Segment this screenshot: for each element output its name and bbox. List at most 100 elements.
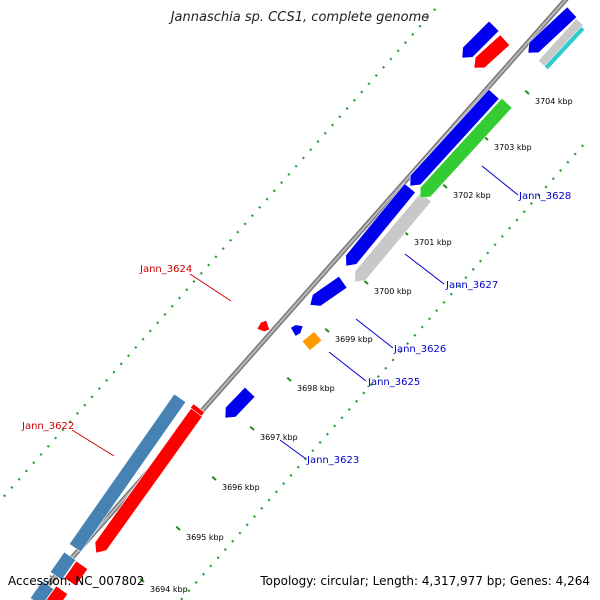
tick-mark-outer-row — [331, 123, 335, 127]
tick-mark-inner-row — [420, 325, 424, 329]
tick-mark-outer-row — [17, 477, 21, 481]
tick-mark-inner-row — [355, 399, 359, 403]
tick-mark-inner-row — [194, 580, 198, 584]
gene-feature-blue — [309, 275, 348, 307]
tick-mark-inner-row — [573, 152, 577, 156]
tick-mark-inner-row — [311, 449, 315, 453]
backbone — [31, 0, 569, 600]
tick-mark-inner-row — [449, 292, 453, 296]
tick-mark-inner-row — [486, 251, 490, 255]
tick-mark-inner-row — [581, 144, 584, 148]
tick-mark-inner-row — [471, 267, 475, 271]
tick-mark-inner-row — [493, 243, 497, 247]
gene-label: Jann_3622 — [21, 421, 74, 432]
gene-feature-red — [473, 34, 511, 69]
tick-mark-outer-row — [3, 494, 7, 498]
tick-mark-inner-row — [427, 317, 431, 321]
tick-mark-outer-row — [403, 41, 407, 45]
scale-tick-label: 3699 kbp — [335, 335, 373, 344]
major-tick-mark — [211, 475, 217, 481]
tick-mark-inner-row — [464, 276, 468, 280]
gene-label-leader — [71, 429, 115, 457]
tick-mark-inner-row — [274, 490, 278, 494]
tick-mark-inner-row — [202, 572, 205, 576]
gene-feature-blue — [409, 88, 500, 187]
topology-text: Topology: circular; Length: 4,317,977 bp… — [260, 574, 590, 588]
tick-mark-inner-row — [537, 193, 541, 197]
tick-mark-outer-row — [287, 172, 291, 176]
tick-mark-outer-row — [126, 354, 130, 358]
major-tick-mark — [524, 89, 530, 95]
tick-mark-outer-row — [360, 90, 364, 94]
tick-mark-outer-row — [229, 238, 233, 242]
tick-mark-outer-row — [352, 98, 356, 102]
scale-tick-label: 3698 kbp — [297, 384, 335, 393]
tick-mark-outer-row — [221, 247, 225, 251]
tick-mark-inner-row — [362, 391, 366, 395]
tick-mark-outer-row — [309, 148, 313, 152]
tick-mark-outer-row — [61, 428, 65, 432]
scale-tick-label: 3697 kbp — [260, 433, 298, 442]
gene-labels: Jann_3622 Jann_3623 Jann_3624 Jann_3625 Jann… — [21, 165, 571, 466]
gene-feature-blue — [527, 6, 578, 54]
gene-feature-red — [63, 560, 89, 587]
tick-mark-outer-row — [185, 288, 189, 292]
tick-mark-inner-row — [347, 407, 351, 411]
gene-label: Jann_3628 — [518, 191, 571, 202]
tick-mark-outer-row — [105, 378, 109, 382]
gene-feature-blue — [461, 20, 500, 59]
tick-mark-inner-row — [413, 333, 417, 337]
scale-tick-label: 3702 kbp — [453, 191, 491, 200]
tick-mark-outer-row — [156, 321, 160, 325]
gene-feature-red — [189, 403, 206, 417]
tick-mark-outer-row — [148, 329, 152, 333]
gene-feature-orange — [301, 330, 323, 352]
tick-mark-inner-row — [333, 424, 337, 428]
tick-mark-outer-row — [258, 205, 262, 209]
tick-mark-outer-row — [141, 337, 145, 341]
tick-mark-inner-row — [391, 358, 395, 362]
tick-mark-outer-row — [97, 387, 101, 391]
gene-label-leader — [404, 253, 445, 285]
tick-mark-inner-row — [340, 416, 344, 420]
tick-mark-inner-row — [267, 498, 271, 502]
tick-mark-outer-row — [75, 411, 79, 415]
scale-tick-label: 3701 kbp — [414, 238, 452, 247]
gene-feature-blue — [224, 386, 256, 419]
tick-mark-inner-row — [223, 548, 227, 551]
tick-mark-inner-row — [245, 523, 249, 527]
tick-mark-outer-row — [192, 280, 196, 284]
tick-mark-outer-row — [316, 139, 320, 143]
tick-mark-outer-row — [411, 32, 415, 36]
tick-mark-inner-row — [296, 465, 300, 469]
tick-mark-inner-row — [180, 597, 184, 600]
tick-mark-outer-row — [24, 469, 28, 473]
tick-mark-inner-row — [566, 160, 570, 164]
gene-label: Jann_3627 — [445, 280, 498, 291]
gene-label-leader — [328, 351, 367, 382]
tick-mark-inner-row — [384, 366, 388, 370]
tick-mark-outer-row — [338, 115, 342, 119]
tick-mark-outer-row — [389, 57, 393, 61]
tick-mark-inner-row — [435, 309, 439, 313]
gene-feature-steelblue — [49, 551, 77, 581]
gene-label: Jann_3626 — [393, 344, 446, 355]
scale-tick-label: 3694 kbp — [150, 585, 188, 594]
tick-mark-inner-row — [376, 375, 380, 378]
tick-mark-outer-row — [170, 304, 174, 308]
tick-mark-outer-row — [396, 49, 400, 53]
major-tick-mark — [249, 425, 255, 431]
tick-mark-inner-row — [551, 177, 555, 181]
tick-mark-inner-row — [398, 350, 402, 354]
tick-mark-inner-row — [559, 169, 563, 173]
scale-tick-label: 3704 kbp — [535, 97, 573, 106]
tick-mark-outer-row — [382, 65, 386, 69]
tick-mark-inner-row — [500, 234, 504, 238]
tick-mark-outer-row — [119, 362, 123, 366]
tick-mark-outer-row — [39, 453, 43, 457]
tick-mark-inner-row — [209, 564, 213, 568]
tick-mark-outer-row — [236, 230, 240, 234]
gene-label: Jann_3624 — [139, 264, 192, 275]
gene-feature-steelblue — [29, 580, 55, 600]
